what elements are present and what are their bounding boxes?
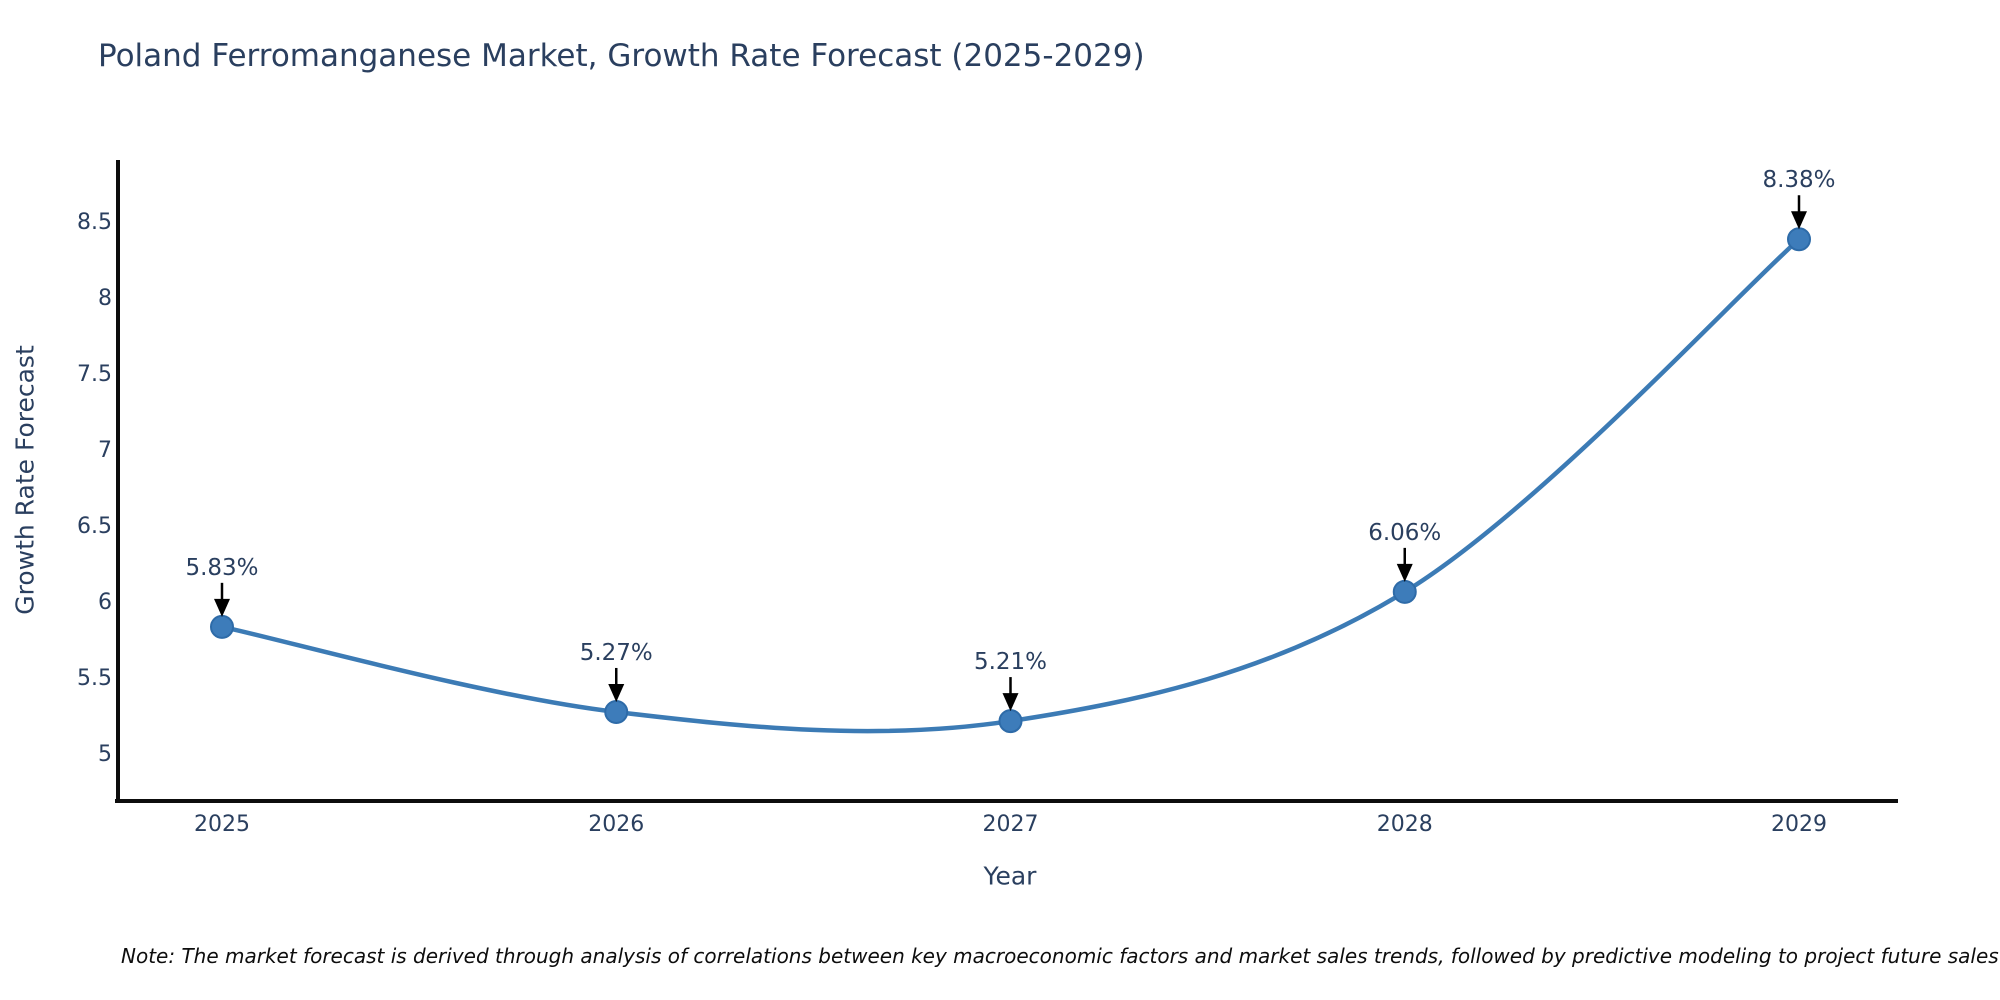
data-point-2029	[1787, 227, 1811, 252]
y-tick-label: 6	[98, 590, 112, 615]
chart-title: Poland Ferromanganese Market, Growth Rat…	[98, 38, 1145, 74]
x-tick-label: 2026	[588, 812, 644, 837]
annotation-arrowhead	[214, 598, 230, 617]
y-tick-label: 6.5	[77, 514, 112, 539]
data-point-2026	[604, 699, 629, 724]
x-tick-label: 2027	[983, 812, 1039, 837]
annotation-arrowhead	[1002, 693, 1019, 712]
annotation-label: 5.83%	[185, 555, 258, 581]
annotation-arrowhead	[608, 683, 625, 702]
data-point-2028	[1392, 579, 1417, 604]
data-point-2027	[998, 709, 1023, 734]
x-axis-title: Year	[983, 861, 1037, 891]
annotation-label: 8.38%	[1762, 167, 1835, 193]
x-tick-label: 2025	[194, 812, 250, 837]
series-line	[219, 236, 1802, 734]
y-tick-label: 8	[98, 286, 112, 311]
x-tick-label: 2028	[1377, 812, 1433, 837]
footnote-text: Note: The market forecast is derived thr…	[121, 944, 1999, 968]
data-point-2025	[210, 614, 234, 639]
y-tick-label: 8.5	[77, 210, 112, 235]
annotation-label: 5.27%	[580, 640, 653, 666]
y-tick-label: 5	[98, 742, 112, 767]
annotation-arrowhead	[1791, 211, 1807, 230]
y-tick-label: 5.5	[77, 666, 112, 691]
annotation-arrowhead	[1396, 563, 1413, 582]
annotation-label: 5.21%	[974, 649, 1047, 675]
annotation-label: 6.06%	[1368, 520, 1441, 546]
y-tick-label: 7.5	[77, 362, 112, 387]
x-tick-label: 2029	[1771, 812, 1827, 837]
y-tick-label: 7	[98, 438, 112, 463]
